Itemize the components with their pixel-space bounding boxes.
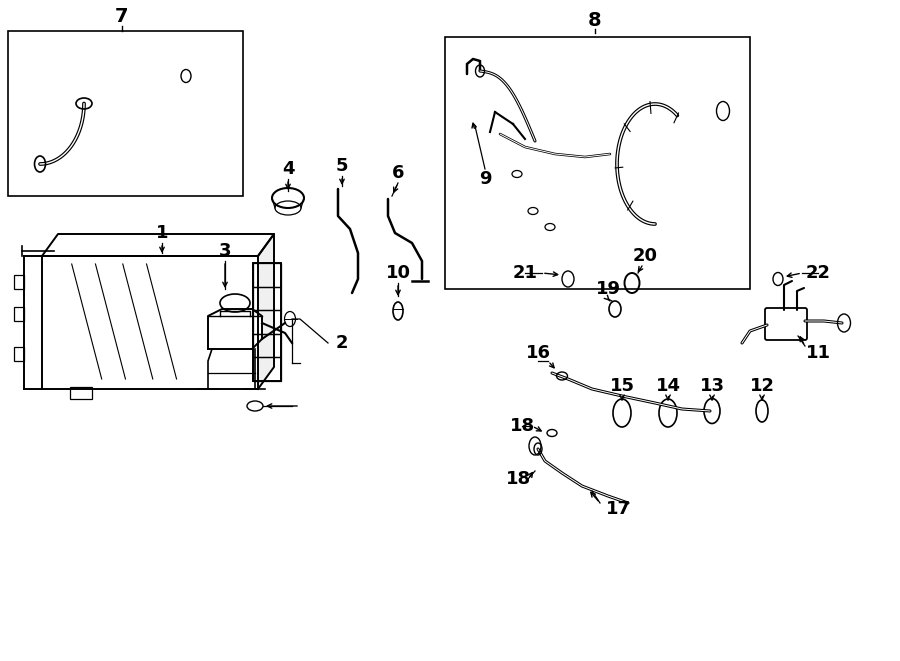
Bar — [253, 310, 281, 334]
Bar — [14, 347, 24, 361]
Text: 20: 20 — [633, 247, 658, 265]
Bar — [445, 37, 750, 289]
Bar — [253, 287, 281, 310]
Text: 17: 17 — [606, 500, 631, 518]
Bar — [253, 263, 281, 381]
Text: 3: 3 — [219, 242, 231, 260]
Bar — [70, 387, 92, 399]
Text: 18: 18 — [506, 470, 531, 488]
Text: 18: 18 — [509, 417, 535, 435]
Polygon shape — [42, 234, 274, 256]
Text: 11: 11 — [806, 344, 831, 362]
Polygon shape — [258, 234, 274, 389]
Text: 10: 10 — [385, 264, 410, 282]
Text: 13: 13 — [699, 377, 725, 395]
Polygon shape — [208, 309, 262, 349]
Text: 19: 19 — [596, 280, 620, 298]
Text: 22: 22 — [806, 264, 831, 282]
Text: 5: 5 — [336, 157, 348, 175]
Text: 12: 12 — [750, 377, 775, 395]
Text: 14: 14 — [655, 377, 680, 395]
Bar — [8, 31, 243, 196]
Text: 16: 16 — [526, 344, 551, 362]
Bar — [253, 263, 281, 287]
Text: 8: 8 — [589, 11, 602, 30]
Bar — [253, 334, 281, 358]
Text: 6: 6 — [392, 164, 404, 182]
Text: 15: 15 — [609, 377, 634, 395]
Text: 7: 7 — [115, 7, 129, 26]
Bar — [253, 358, 281, 381]
Text: 9: 9 — [479, 170, 491, 188]
Text: 4: 4 — [282, 160, 294, 178]
Text: 1: 1 — [156, 224, 168, 242]
Text: 2: 2 — [336, 334, 348, 352]
Bar — [14, 307, 24, 321]
Text: 21: 21 — [512, 264, 537, 282]
Bar — [14, 275, 24, 289]
